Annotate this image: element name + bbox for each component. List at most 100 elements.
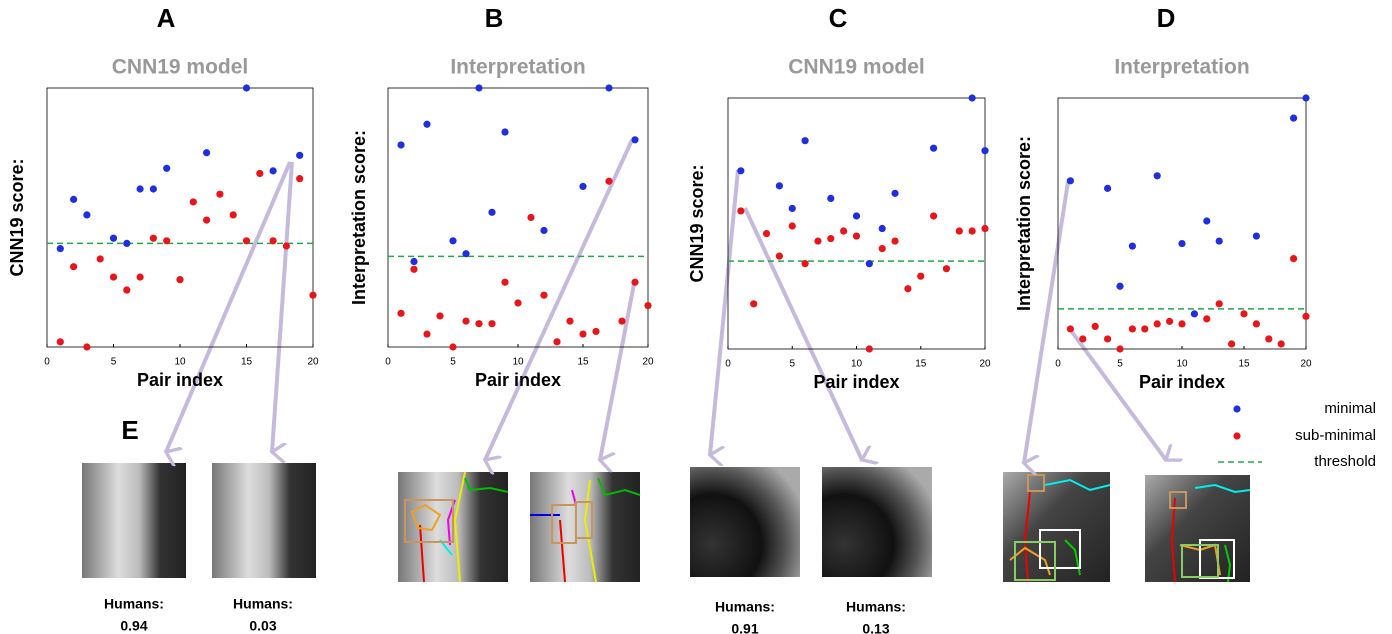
data-point [1166,317,1174,325]
data-point [488,320,496,328]
legend-marker [1233,405,1241,413]
data-point [930,212,938,220]
panel-letter: A [157,3,176,33]
data-point [56,244,64,253]
data-point [1153,172,1161,180]
x-tick-label: 20 [642,357,654,368]
data-point [83,211,91,219]
data-point [644,301,652,310]
contours [404,471,1251,583]
data-point [269,237,277,245]
data-point [891,237,899,245]
data-point [540,226,548,235]
x-tick-label: 20 [1300,359,1312,370]
data-point [750,300,758,308]
caption-label: Humans: [104,596,164,612]
y-axis-label: Interpretation score: [349,130,369,305]
data-point [527,213,535,222]
data-point [397,309,405,317]
legend-label: sub-minimal [1295,427,1376,444]
arrow [743,207,862,460]
data-point [1240,310,1248,318]
caption-label: Humans: [715,599,775,615]
arrows [166,139,1166,463]
data-point [1116,345,1124,353]
data-point [801,260,809,268]
data-point [1178,239,1186,248]
data-point [436,312,444,320]
x-tick-label: 0 [44,357,50,368]
data-point [1190,310,1198,318]
plot-frame [727,97,986,350]
legend-marker [1233,432,1241,440]
x-tick-label: 15 [577,357,589,368]
x-tick-label: 20 [979,359,991,370]
data-point [592,327,600,336]
data-point [788,222,796,230]
data-point [136,185,144,193]
data-point [955,227,963,235]
x-tick-label: 15 [915,359,927,370]
y-axis-label: Interpretation score: [1014,136,1034,311]
data-point [256,169,264,178]
data-point [410,265,418,273]
data-point [242,84,251,92]
data-point [397,141,405,149]
caption-score: 0.13 [862,621,889,634]
data-point [1104,184,1112,192]
arrow [1070,330,1166,460]
data-point [1079,335,1087,343]
data-point [163,237,171,245]
data-point [737,167,745,175]
data-point [917,272,925,280]
data-point [1141,325,1149,333]
caption-label: Humans: [846,599,906,615]
chart-title: Interpretation [450,56,585,79]
data-point [904,285,912,293]
x-tick-label: 5 [789,359,795,370]
data-point [1178,320,1186,328]
caption-score: 0.91 [731,621,758,634]
data-point [631,136,639,144]
legend-label: minimal [1324,400,1376,417]
data-point [1066,177,1074,185]
x-tick-label: 10 [851,359,863,370]
data-point [981,147,989,155]
panel-letter: B [485,3,504,33]
data-point [1203,217,1211,225]
x-axis-label: Pair index [137,370,223,390]
data-point [775,182,784,190]
panel-letter: D [1157,3,1176,33]
data-point [296,151,304,159]
data-point [801,137,809,145]
data-point [1252,232,1260,240]
x-tick-label: 5 [111,357,117,368]
data-point [96,255,104,263]
data-point [1215,300,1223,308]
data-point [109,273,118,281]
data-point [631,278,639,286]
x-tick-label: 15 [241,357,253,368]
data-point [229,211,237,219]
y-axis-label: CNN19 score: [7,158,27,276]
data-point [762,229,771,238]
data-point [109,234,118,242]
data-point [70,195,78,203]
chart-title: CNN19 model [788,56,925,79]
data-point [56,338,64,346]
data-point [737,207,745,215]
data-point [1215,237,1223,245]
data-point [891,189,899,197]
data-point [553,338,561,346]
x-tick-label: 0 [1055,359,1061,370]
arrow [600,283,636,460]
caption-score: 0.94 [120,618,147,634]
data-point [1302,312,1310,320]
data-point [1265,335,1273,343]
data-point [423,120,431,128]
data-point [814,237,822,245]
data-point [981,224,989,233]
legend-label: threshold [1314,453,1376,470]
data-point [514,299,522,307]
data-point [827,234,835,243]
